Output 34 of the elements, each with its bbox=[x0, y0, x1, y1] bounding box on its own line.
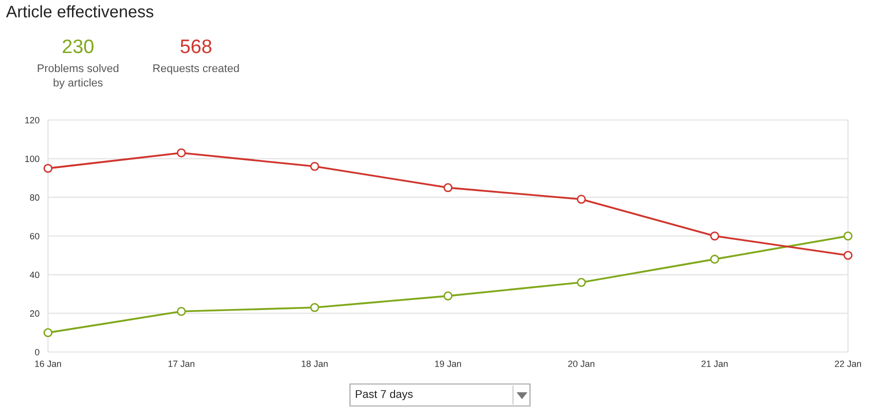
point bbox=[310, 303, 320, 312]
text: Past 7 days bbox=[356, 390, 413, 400]
y-tick-label: 120 bbox=[25, 116, 40, 124]
point bbox=[576, 278, 586, 287]
y-tick-label: 60 bbox=[30, 232, 40, 240]
x-tick-label: 22 Jan bbox=[834, 360, 861, 367]
point bbox=[843, 231, 853, 241]
point bbox=[43, 328, 53, 338]
point bbox=[843, 250, 853, 260]
point bbox=[176, 148, 186, 158]
point bbox=[43, 164, 53, 173]
text: Problems solved by articles bbox=[38, 64, 118, 89]
text: Requests created bbox=[153, 64, 239, 74]
x-tick-label: 19 Jan bbox=[435, 360, 461, 367]
x-tick-label: 21 Jan bbox=[702, 360, 728, 367]
y-tick-label: 80 bbox=[30, 194, 40, 201]
chart-title: Article effectiveness bbox=[6, 5, 154, 18]
point bbox=[443, 183, 453, 192]
y-tick-label: 0 bbox=[35, 348, 40, 356]
text: 568 bbox=[180, 39, 212, 54]
x-tick-label: 17 Jan bbox=[168, 360, 194, 367]
point bbox=[576, 194, 586, 204]
point bbox=[176, 306, 186, 316]
y-tick-label: 40 bbox=[30, 272, 40, 278]
x-tick-label: 16 Jan bbox=[35, 360, 61, 367]
point bbox=[310, 162, 320, 171]
x-tick-label: 20 Jan bbox=[568, 360, 594, 367]
point bbox=[710, 231, 720, 241]
point bbox=[443, 291, 453, 300]
text: 230 bbox=[62, 39, 94, 54]
point bbox=[710, 254, 720, 264]
y-tick-label: 20 bbox=[30, 310, 40, 317]
x-tick-label: 18 Jan bbox=[302, 360, 328, 367]
y-tick-label: 100 bbox=[25, 156, 40, 162]
